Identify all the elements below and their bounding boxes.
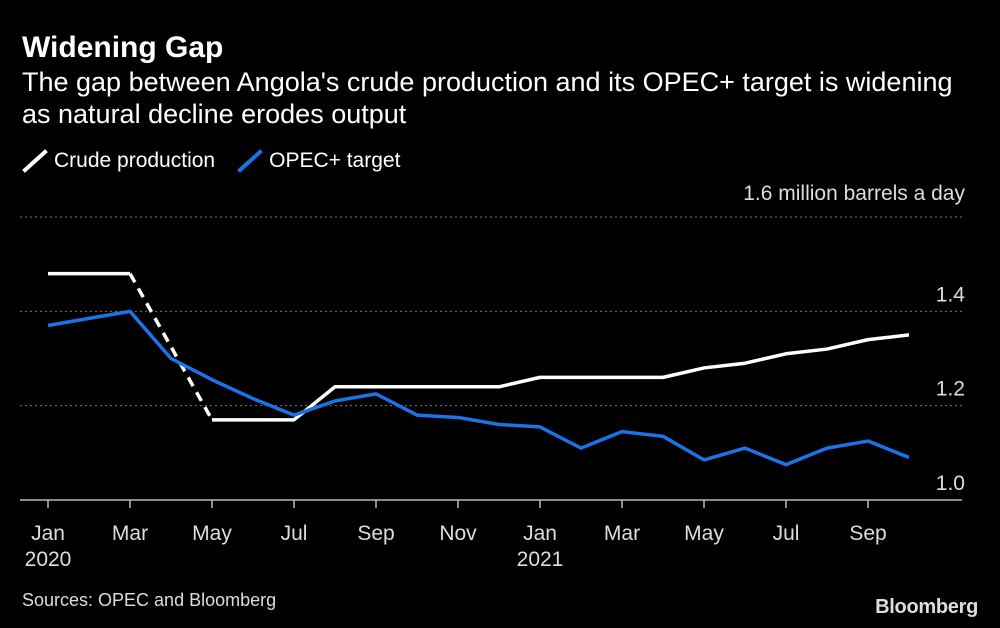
x-tick-label-6: Jan xyxy=(523,522,557,545)
y-axis-unit-label: 1.6 million barrels a day xyxy=(743,182,965,205)
legend-label-opec-target: OPEC+ target xyxy=(269,149,401,172)
x-tick-label-7: Mar xyxy=(604,522,640,545)
x-tick-label-4: Sep xyxy=(357,522,394,545)
y-tick-label-2: 1.0 xyxy=(936,472,965,495)
x-tick-label-1: Mar xyxy=(112,522,148,545)
gridlines xyxy=(20,216,962,501)
legend-item-crude-production: Crude production xyxy=(22,148,215,174)
x-tick-label-3: Jul xyxy=(281,522,308,545)
legend-swatch-crude-production xyxy=(22,149,48,173)
x-tick-year-6: 2021 xyxy=(517,548,564,571)
x-axis: Jan 2020 Mar May Jul Sep Nov Jan 2021 Mar May Jul Se… xyxy=(25,500,887,571)
x-tick-label-0: Jan xyxy=(31,522,65,545)
bloomberg-logo: Bloomberg xyxy=(875,596,978,618)
x-tick-label-9: Jul xyxy=(773,522,800,545)
chart-subtitle: The gap between Angola's crude productio… xyxy=(22,67,953,129)
x-tick-label-2: May xyxy=(192,522,232,545)
x-tick-label-5: Nov xyxy=(439,522,477,545)
y-tick-label-1: 1.2 xyxy=(936,378,965,401)
series-lines xyxy=(47,271,910,467)
x-tick-year-0: 2020 xyxy=(25,548,72,571)
y-tick-label-0: 1.4 xyxy=(936,283,966,306)
y-tick-labels: 1.4 1.2 1.0 xyxy=(936,283,966,495)
legend-swatch-opec-target xyxy=(237,149,263,173)
legend-item-opec-target: OPEC+ target xyxy=(237,148,400,174)
series-line-crude-production-dashed xyxy=(128,272,214,421)
x-tick-label-10: Sep xyxy=(849,522,886,545)
series-line-crude-production-part-2 xyxy=(212,333,910,422)
source-note: Sources: OPEC and Bloomberg xyxy=(22,590,277,610)
legend-label-crude-production: Crude production xyxy=(54,149,216,172)
legend: Crude production OPEC+ target xyxy=(22,148,422,174)
series-line-opec-target xyxy=(47,309,910,467)
chart-title: Widening Gap xyxy=(22,31,224,64)
x-tick-label-8: May xyxy=(684,522,724,545)
